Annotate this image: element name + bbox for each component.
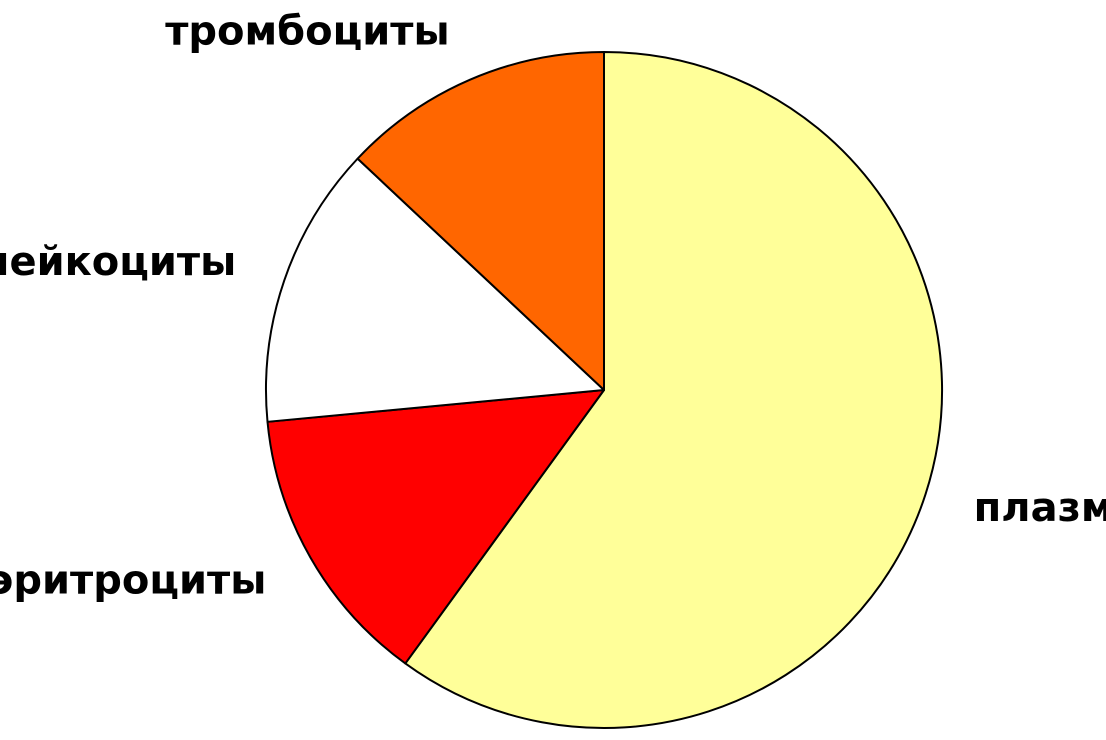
pie-slice: [266, 389, 605, 665]
pie-slice: [265, 157, 605, 423]
slice-label: тромбоциты: [165, 8, 449, 54]
slice-label: плазма: [974, 485, 1106, 531]
slice-label: лейкоциты: [0, 239, 236, 285]
pie-slice: [356, 51, 605, 391]
slice-label: эритроциты: [0, 558, 266, 604]
pie-slice: [404, 51, 943, 729]
